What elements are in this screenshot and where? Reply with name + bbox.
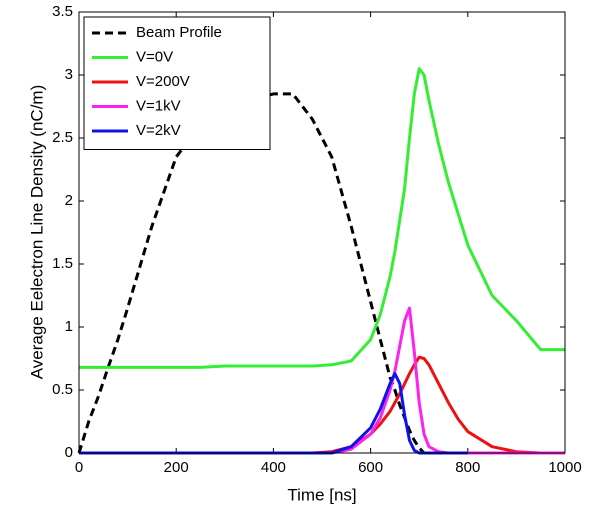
y-tick-label: 1.5 [52,255,73,272]
legend-label: V=2kV [136,122,181,139]
legend-label: V=200V [136,73,190,90]
series-line [79,355,565,455]
legend-label: V=1kV [136,97,181,114]
legend-label: V=0V [136,48,173,65]
x-tick-label: 200 [164,459,189,476]
x-tick-label: 1000 [548,459,581,476]
y-tick-label: 1 [65,318,73,335]
series-line [79,67,565,369]
y-tick-label: 0 [65,444,73,461]
series-line [79,372,468,455]
x-tick-label: 400 [261,459,286,476]
series-line [79,306,565,455]
y-tick-label: 2 [65,192,73,209]
legend-label: Beam Profile [136,24,222,41]
x-tick-label: 600 [358,459,383,476]
x-tick-label: 0 [75,459,83,476]
plot-frame [78,11,566,454]
x-axis-label: Time [ns] [287,485,356,504]
y-tick-label: 0.5 [52,381,73,398]
y-axis-label: Average Eelectron Line Density (nC/m) [27,85,46,380]
y-tick-label: 3.5 [52,3,73,20]
y-tick-label: 2.5 [52,129,73,146]
y-tick-label: 3 [65,66,73,83]
x-tick-label: 800 [455,459,480,476]
